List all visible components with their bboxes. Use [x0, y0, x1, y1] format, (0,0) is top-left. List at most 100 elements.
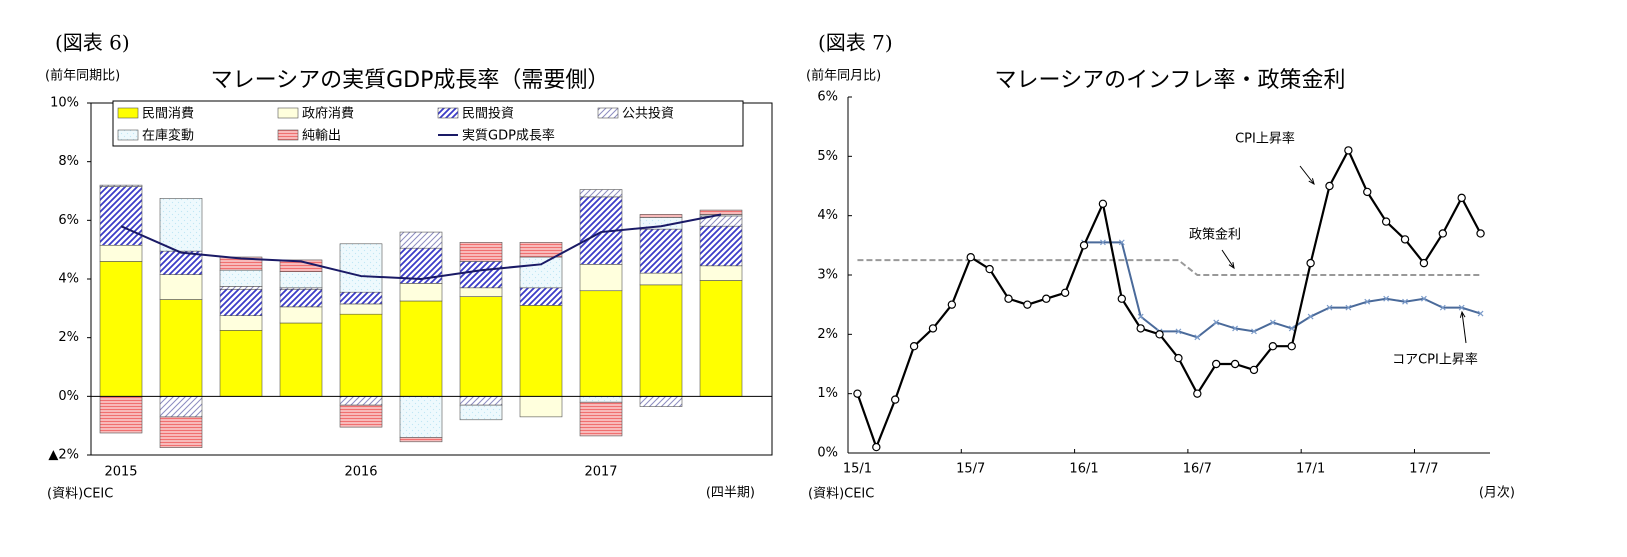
- point: [909, 342, 919, 351]
- bar-segment: [459, 396, 503, 406]
- legend-box: [112, 100, 744, 147]
- unit-note: (前年同期比): [45, 68, 120, 84]
- point: [1118, 239, 1125, 246]
- y-tick-label: 0%: [58, 389, 79, 404]
- bar-segment: [279, 322, 323, 397]
- bar-segment: [99, 186, 143, 246]
- bar-segment: [339, 303, 383, 315]
- bar-segment: [399, 300, 443, 397]
- point: [1136, 324, 1145, 333]
- bar-segment: [339, 243, 383, 293]
- y-tick-label: 6%: [58, 213, 79, 228]
- bar-segment: [639, 284, 683, 397]
- point: [1438, 229, 1447, 238]
- bar-segment: [99, 261, 143, 397]
- annotation-arrow: [1221, 249, 1235, 269]
- bar-segment: [159, 274, 203, 300]
- source: (資料)CEIC: [808, 487, 874, 502]
- figure-label: (図表 7): [818, 31, 893, 55]
- arrow-head: [1228, 262, 1235, 270]
- legend-label: 民間消費: [142, 107, 194, 122]
- point: [853, 389, 862, 398]
- point: [1004, 294, 1013, 303]
- y-tick-label: 5%: [817, 149, 838, 164]
- point: [1023, 300, 1032, 309]
- series-annotation: コアCPI上昇率: [1392, 352, 1478, 368]
- x-tick-label: 2016: [344, 465, 377, 480]
- point: [1439, 304, 1446, 311]
- point: [1137, 313, 1144, 320]
- bar-segment: [339, 291, 383, 305]
- bar-segment: [699, 265, 743, 281]
- point: [1042, 294, 1051, 303]
- bar-segment: [219, 315, 263, 331]
- point: [1458, 304, 1465, 311]
- point: [1251, 328, 1257, 335]
- y-tick-label: 10%: [50, 96, 79, 111]
- legend-label: 純輸出: [302, 129, 341, 144]
- y-tick-label: 3%: [817, 268, 838, 283]
- point: [1117, 294, 1126, 303]
- series-line: [1084, 241, 1481, 339]
- bar-segment: [399, 396, 443, 438]
- bar-segment: [399, 231, 443, 249]
- point: [1364, 298, 1371, 305]
- point: [1175, 328, 1182, 335]
- x-tick-label: 2015: [104, 465, 137, 480]
- bar-segment: [699, 209, 743, 215]
- y-tick-label: 8%: [58, 154, 79, 169]
- point: [1079, 241, 1089, 250]
- legend-swatch: [277, 129, 299, 141]
- bar-segment: [519, 287, 563, 306]
- source: (資料)CEIC: [47, 487, 113, 502]
- y-tick-label: 2%: [58, 330, 79, 345]
- bar-segment: [339, 313, 383, 397]
- point: [985, 264, 994, 274]
- point: [1174, 353, 1183, 363]
- point: [1325, 181, 1334, 191]
- point: [872, 442, 881, 452]
- point: [1268, 342, 1278, 351]
- x-tick-label: 15/7: [956, 462, 985, 477]
- bar-segment: [459, 296, 503, 397]
- legend-swatch: [597, 107, 619, 119]
- bar-segment: [459, 404, 503, 421]
- x-tick-label: 17/1: [1296, 462, 1325, 477]
- legend-label: 政府消費: [302, 107, 354, 122]
- legend-swatch: [117, 129, 139, 141]
- bar-segment: [519, 305, 563, 397]
- bar-segment: [579, 396, 623, 403]
- legend-swatch: [437, 107, 459, 119]
- bar-segment: [339, 404, 383, 428]
- x-tick-label: 16/7: [1183, 462, 1212, 477]
- x-unit-label: (月次): [1479, 485, 1515, 501]
- bar-segment: [279, 288, 323, 308]
- annotation-arrow: [1299, 165, 1315, 185]
- bar-segment: [159, 396, 203, 418]
- point: [1419, 258, 1429, 268]
- x-tick-label: 16/1: [1069, 462, 1098, 477]
- y-tick-label: 4%: [817, 208, 838, 223]
- bar-segment: [459, 261, 503, 289]
- point: [1400, 235, 1410, 244]
- x-tick-label: 2017: [584, 465, 617, 480]
- arrow-head: [1308, 178, 1315, 186]
- point: [928, 324, 938, 333]
- bar-segment: [639, 396, 683, 407]
- point: [891, 395, 900, 404]
- point: [1230, 359, 1240, 369]
- point: [1249, 365, 1259, 375]
- point: [1194, 334, 1201, 341]
- bar-segment: [459, 242, 503, 262]
- point: [1420, 295, 1427, 302]
- point: [966, 253, 975, 262]
- point: [947, 300, 957, 309]
- legend-label: 民間投資: [462, 106, 514, 122]
- bar-segment: [639, 272, 683, 286]
- y-tick-label: 2%: [817, 327, 838, 342]
- bar-segment: [339, 396, 383, 406]
- bar-segment: [219, 256, 263, 271]
- point: [1345, 304, 1352, 311]
- bar-segment: [159, 416, 203, 448]
- bar-segment: [99, 184, 143, 187]
